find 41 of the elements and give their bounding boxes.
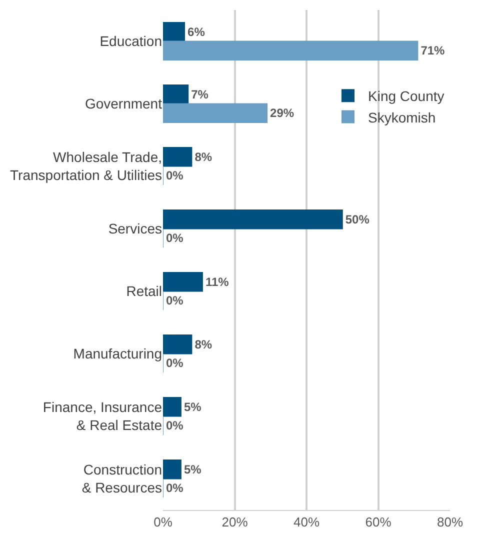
legend-label: King County [368,88,444,104]
y-tick-label: Finance, Insurance & Real Estate [42,399,162,434]
data-label: 29% [270,106,294,120]
bar [163,334,192,354]
data-label: 8% [194,337,212,352]
bar [163,84,189,104]
bar [163,210,343,230]
data-label: 0% [166,481,184,496]
y-tick-label: Wholesale Trade, Transportation & Utilities [10,149,162,184]
y-tick-label: Education [100,33,162,50]
data-label: 6% [188,24,206,39]
data-label: 5% [184,462,202,476]
x-tick-label: 20% [222,514,248,530]
data-label: 0% [166,418,184,433]
x-tick-label: 80% [436,514,464,530]
y-tick-label: Retail [126,283,162,300]
bar [163,147,192,167]
y-tick-label: Construction & Resources [82,462,162,496]
data-label: 0% [166,168,184,183]
x-tick-label: 0% [154,514,173,530]
bar [163,397,182,417]
bar [163,272,203,292]
data-label: 0% [166,231,184,246]
y-tick-label: Government [84,96,162,112]
x-tick-label: 40% [293,514,320,530]
data-label: 11% [205,274,230,289]
x-tick-label: 60% [365,514,392,530]
data-label: 0% [166,294,184,308]
y-tick-label: Manufacturing [73,346,162,362]
data-label: 71% [420,44,446,58]
bar [163,103,268,123]
bar [163,460,182,480]
data-label: 7% [191,87,209,102]
data-label: 0% [166,356,184,370]
bar [163,22,186,42]
legend-label: Skykomish [368,109,436,126]
data-label: 50% [345,212,370,226]
data-label: 8% [194,150,212,164]
bar [163,40,418,60]
data-label: 5% [184,400,202,414]
y-tick-label: Services [108,220,162,237]
